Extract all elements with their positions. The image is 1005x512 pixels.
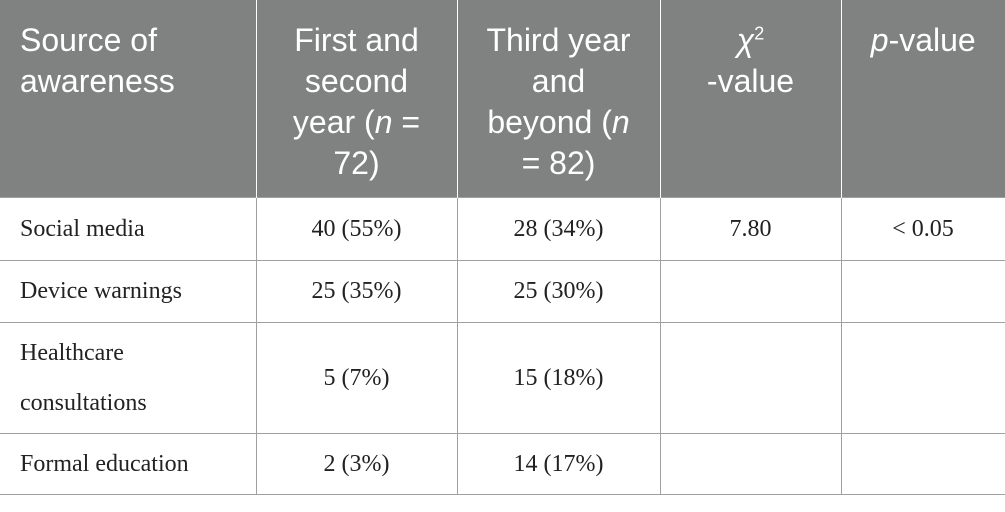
table-cell xyxy=(659,432,842,495)
table-cell xyxy=(840,259,1005,323)
header-text: χ xyxy=(736,22,755,58)
table-row: Social media 40 (55%) 28 (34%) 7.80 < 0.05 xyxy=(0,196,1005,261)
cell-text: < 0.05 xyxy=(892,215,954,242)
table-cell: 28 (34%) xyxy=(456,196,661,261)
cell-text: 7.80 xyxy=(729,215,772,242)
header-cell: First and second year (n = 72) xyxy=(255,0,457,197)
table-row: Formal education 2 (3%) 14 (17%) xyxy=(0,432,1005,495)
cell-text: 2 (3%) xyxy=(323,450,390,477)
header-cell: χ2 -value xyxy=(659,0,841,197)
table-cell: Social media xyxy=(0,196,257,261)
table-cell xyxy=(840,432,1005,495)
cell-text: Device warnings xyxy=(20,278,182,304)
table-cell xyxy=(659,259,842,323)
cell-text: 28 (34%) xyxy=(513,215,604,242)
header-row: Source of awareness First and second year… xyxy=(0,0,1005,197)
header-text: n xyxy=(611,104,630,140)
table-cell: Healthcare consultations xyxy=(0,321,257,434)
table-cell: Formal education xyxy=(0,432,257,495)
header-text: -value xyxy=(706,63,795,99)
table-cell xyxy=(659,321,842,434)
header-cell: p-value xyxy=(840,0,1005,197)
header-text: Third year and beyond xyxy=(486,22,631,140)
header-text: p xyxy=(870,22,889,58)
table-cell: < 0.05 xyxy=(840,196,1005,261)
cell-text: Social media xyxy=(20,215,145,242)
cell-text: 14 (17%) xyxy=(513,450,604,477)
table-cell: 2 (3%) xyxy=(255,432,458,495)
header-text: ( xyxy=(364,104,375,140)
table-cell: Device warnings xyxy=(0,259,257,323)
header-cell: Third year and beyond (n = 82) xyxy=(456,0,660,197)
cell-text: 15 (18%) xyxy=(513,364,604,391)
table-cell xyxy=(840,321,1005,434)
table-row: Healthcare consultations 5 (7%) 15 (18%) xyxy=(0,321,1005,434)
table-body: Social media 40 (55%) 28 (34%) 7.80 < 0.05 De… xyxy=(0,196,1005,495)
header-text: n xyxy=(374,104,393,140)
cell-text: 25 (30%) xyxy=(513,278,604,304)
header-text: First and second year xyxy=(292,22,419,140)
header-text: -value xyxy=(888,22,976,58)
table-cell: 5 (7%) xyxy=(255,321,458,434)
table-cell: 15 (18%) xyxy=(456,321,661,434)
cell-text: Healthcare consultations xyxy=(20,339,147,416)
header-text: = 72) xyxy=(333,104,421,181)
table-cell: 25 (30%) xyxy=(456,259,661,323)
table-cell: 25 (35%) xyxy=(255,259,458,323)
header-cell: Source of awareness xyxy=(0,0,256,197)
header-text: 2 xyxy=(754,23,765,44)
header-text: Source of awareness xyxy=(20,22,175,99)
cell-text: 40 (55%) xyxy=(311,215,402,242)
table-cell: 14 (17%) xyxy=(456,432,661,495)
table-cell: 40 (55%) xyxy=(255,196,458,261)
cell-text: 25 (35%) xyxy=(311,278,402,304)
header-text: ( xyxy=(601,104,612,140)
cell-text: 5 (7%) xyxy=(323,364,390,391)
cell-text: Formal education xyxy=(20,450,189,477)
table-row: Device warnings 25 (35%) 25 (30%) xyxy=(0,259,1005,323)
table-cell: 7.80 xyxy=(659,196,842,261)
header-text: = 82) xyxy=(521,145,596,181)
data-table: Source of awareness First and second year… xyxy=(0,0,1005,495)
